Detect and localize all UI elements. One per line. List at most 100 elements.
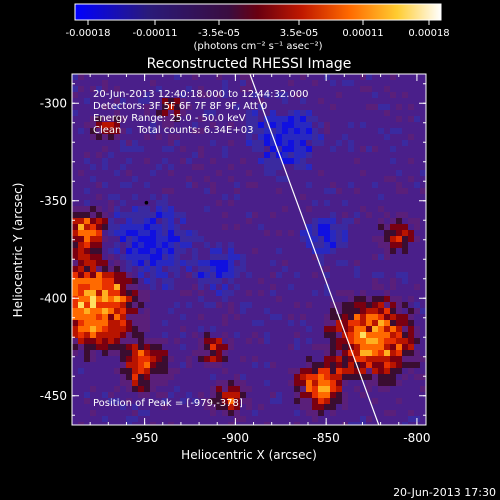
heatmap-cell <box>294 128 300 134</box>
heatmap-cell <box>90 350 96 356</box>
heatmap-cell <box>150 356 156 362</box>
heatmap-cell <box>216 266 222 272</box>
heatmap-cell <box>198 236 204 242</box>
heatmap-cell <box>204 110 210 116</box>
heatmap-cell <box>198 146 204 152</box>
heatmap-cell <box>114 332 120 338</box>
heatmap-cell <box>390 284 396 290</box>
heatmap-cell <box>84 314 90 320</box>
heatmap-cell <box>204 92 210 98</box>
heatmap-cell <box>318 236 324 242</box>
heatmap-cell <box>318 344 324 350</box>
heatmap-cell <box>156 266 162 272</box>
heatmap-cell <box>180 92 186 98</box>
heatmap-cell <box>138 212 144 218</box>
heatmap-cell <box>330 398 336 404</box>
heatmap-cell <box>360 296 366 302</box>
heatmap-cell <box>384 320 390 326</box>
heatmap-cell <box>366 362 372 368</box>
heatmap-cell <box>120 356 126 362</box>
heatmap-cell <box>114 308 120 314</box>
heatmap-cell <box>258 146 264 152</box>
heatmap-cell <box>198 392 204 398</box>
heatmap-cell <box>414 362 420 368</box>
heatmap-cell <box>324 242 330 248</box>
heatmap-cell <box>324 380 330 386</box>
heatmap-cell <box>396 230 402 236</box>
heatmap-cell <box>126 308 132 314</box>
heatmap-cell <box>222 86 228 92</box>
heatmap-cell <box>336 374 342 380</box>
heatmap-cell <box>402 356 408 362</box>
heatmap-cell <box>378 368 384 374</box>
heatmap-cell <box>390 326 396 332</box>
heatmap-cell <box>120 320 126 326</box>
heatmap-cell <box>390 176 396 182</box>
heatmap-cell <box>270 290 276 296</box>
heatmap-cell <box>78 224 84 230</box>
heatmap-cell <box>378 332 384 338</box>
heatmap-cell <box>222 392 228 398</box>
heatmap-cell <box>282 152 288 158</box>
heatmap-cell <box>132 404 138 410</box>
heatmap-cell <box>174 74 180 80</box>
heatmap-cell <box>246 134 252 140</box>
heatmap-cell <box>216 248 222 254</box>
heatmap-cell <box>96 248 102 254</box>
heatmap-cell <box>90 116 96 122</box>
heatmap-cell <box>114 386 120 392</box>
heatmap-cell <box>336 242 342 248</box>
heatmap-cell <box>144 296 150 302</box>
heatmap-cell <box>228 380 234 386</box>
heatmap-cell <box>336 224 342 230</box>
heatmap-cell <box>210 182 216 188</box>
heatmap-cell <box>234 392 240 398</box>
heatmap-cell <box>126 398 132 404</box>
heatmap-cell <box>168 284 174 290</box>
heatmap-cell <box>396 398 402 404</box>
heatmap-cell <box>138 368 144 374</box>
heatmap-cell <box>156 356 162 362</box>
heatmap-cell <box>414 284 420 290</box>
heatmap-cell <box>360 320 366 326</box>
heatmap-cell <box>270 362 276 368</box>
heatmap-cell <box>108 152 114 158</box>
heatmap-cell <box>258 290 264 296</box>
heatmap-cell <box>342 212 348 218</box>
heatmap-cell <box>168 278 174 284</box>
heatmap-cell <box>210 374 216 380</box>
heatmap-cell <box>318 398 324 404</box>
heatmap-cell <box>162 404 168 410</box>
heatmap-cell <box>102 86 108 92</box>
heatmap-cell <box>162 194 168 200</box>
heatmap-cell <box>324 200 330 206</box>
heatmap-cell <box>372 356 378 362</box>
heatmap-cell <box>246 386 252 392</box>
heatmap-cell <box>210 272 216 278</box>
heatmap-cell <box>354 344 360 350</box>
heatmap-cell <box>324 74 330 80</box>
heatmap-cell <box>246 404 252 410</box>
heatmap-cell <box>360 170 366 176</box>
heatmap-cell <box>102 158 108 164</box>
heatmap-cell <box>222 272 228 278</box>
heatmap-cell <box>120 146 126 152</box>
heatmap-cell <box>162 122 168 128</box>
heatmap-cell <box>312 410 318 416</box>
heatmap-cell <box>318 230 324 236</box>
heatmap-cell <box>300 110 306 116</box>
heatmap-cell <box>372 350 378 356</box>
heatmap-cell <box>384 254 390 260</box>
heatmap-cell <box>84 200 90 206</box>
heatmap-cell <box>342 200 348 206</box>
heatmap-cell <box>144 308 150 314</box>
heatmap-cell <box>228 392 234 398</box>
heatmap-cell <box>228 410 234 416</box>
heatmap-cell <box>180 212 186 218</box>
heatmap-cell <box>252 362 258 368</box>
heatmap-cell <box>174 266 180 272</box>
heatmap-cell <box>330 212 336 218</box>
heatmap-cell <box>390 74 396 80</box>
heatmap-cell <box>126 296 132 302</box>
heatmap-cell <box>300 164 306 170</box>
